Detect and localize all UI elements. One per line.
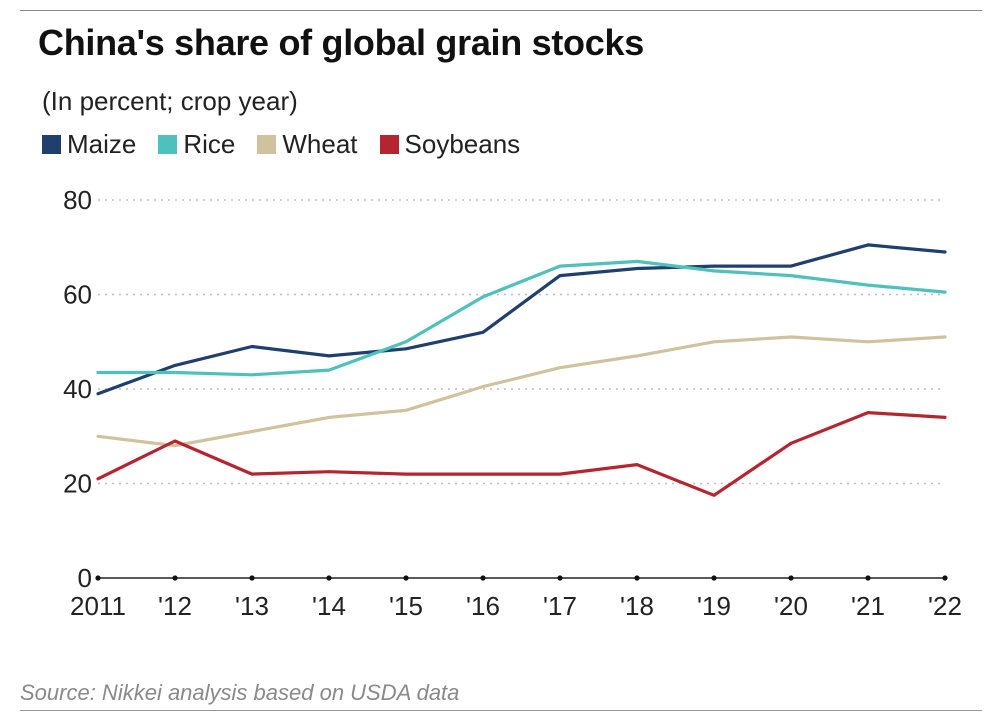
y-tick-label: 20 [63, 469, 92, 499]
x-tick-label: '13 [235, 591, 269, 621]
x-tick-mark [865, 575, 871, 581]
legend-item-soybeans: Soybeans [379, 129, 521, 160]
legend-swatch-soybeans [379, 135, 399, 154]
x-tick-mark [326, 575, 332, 581]
x-tick-label: '22 [928, 591, 962, 621]
x-tick-mark [942, 575, 948, 581]
x-tick-mark [711, 575, 717, 581]
x-tick-label: '19 [697, 591, 731, 621]
x-tick-label: '14 [312, 591, 346, 621]
series-line-wheat [96, 335, 947, 448]
chart-subtitle: (In percent; crop year) [42, 86, 298, 116]
legend-item-maize: Maize [42, 129, 136, 160]
x-tick-label: '21 [851, 591, 885, 621]
y-tick-label: 40 [63, 374, 92, 404]
top-rule [20, 10, 982, 11]
x-tick-label: '17 [543, 591, 577, 621]
x-tick-label: '20 [774, 591, 808, 621]
series-line-maize [96, 243, 947, 396]
chart-title: China's share of global grain stocks [38, 22, 644, 63]
y-tick-label: 80 [63, 185, 92, 215]
legend-item-wheat: Wheat [257, 129, 358, 160]
x-tick-label: '18 [620, 591, 654, 621]
bottom-rule [20, 710, 982, 711]
legend-swatch-rice [158, 135, 178, 154]
series-line-rice [96, 259, 947, 377]
x-tick-mark [172, 575, 178, 581]
x-tick-mark [557, 575, 563, 581]
legend-swatch-wheat [257, 135, 277, 154]
source-note: Source: Nikkei analysis based on USDA da… [20, 680, 460, 705]
x-tick-mark [95, 575, 101, 581]
x-tick-mark [480, 575, 486, 581]
legend-swatch-maize [42, 135, 61, 154]
x-tick-label: '16 [466, 591, 500, 621]
legend-label-wheat: Wheat [282, 129, 358, 159]
legend-label-soybeans: Soybeans [404, 129, 521, 159]
y-tick-label: 0 [78, 563, 92, 593]
legend-item-rice: Rice [158, 129, 235, 160]
x-tick-mark [403, 575, 409, 581]
x-tick-mark [249, 575, 255, 581]
series-line-soybeans [96, 411, 947, 497]
x-tick-label: '15 [389, 591, 423, 621]
x-tick-mark [634, 575, 640, 581]
legend: Maize Rice Wheat Soybeans [42, 129, 542, 160]
x-tick-label: '12 [158, 591, 192, 621]
y-tick-label: 60 [63, 280, 92, 310]
x-tick-mark [788, 575, 794, 581]
legend-label-rice: Rice [183, 129, 236, 159]
legend-label-maize: Maize [67, 129, 137, 159]
x-tick-label: 2011 [70, 591, 126, 621]
